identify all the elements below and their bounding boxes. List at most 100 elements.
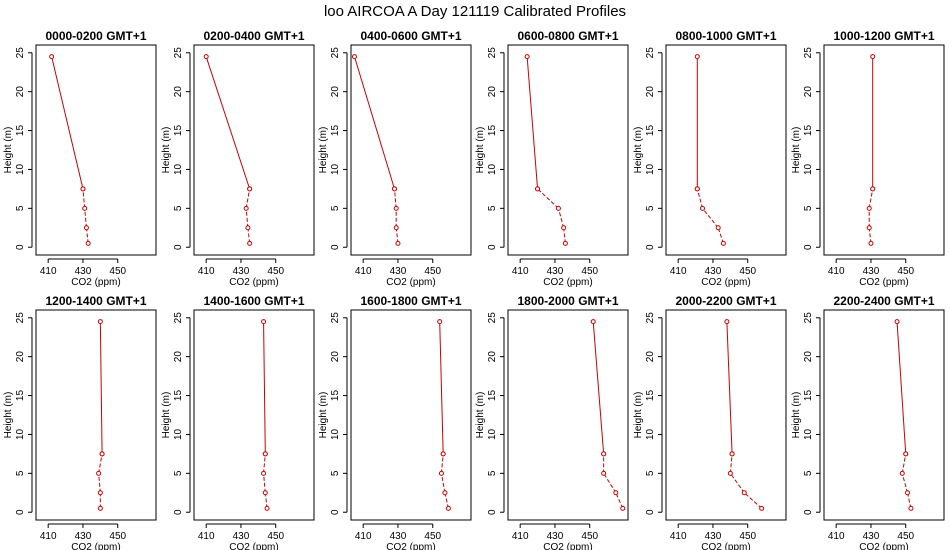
data-point [729, 451, 735, 457]
series-segment [99, 321, 103, 454]
data-point [243, 205, 249, 211]
y-tick-label: 20 [487, 86, 498, 98]
data-point [899, 470, 905, 476]
y-tick-label: 20 [173, 351, 184, 363]
series-segment [729, 473, 745, 494]
y-tick-label: 10 [173, 163, 184, 175]
y-tick-label: 0 [487, 244, 498, 250]
y-tick-label: 0 [487, 509, 498, 515]
plot-frame [350, 309, 472, 521]
data-point [868, 240, 874, 246]
data-point [894, 319, 900, 325]
y-tick-label: 0 [15, 509, 26, 515]
panel-title: 1200-1400 GMT+1 [45, 294, 146, 308]
y-tick-label: 0 [330, 509, 341, 515]
y-tick-label: 15 [330, 125, 341, 137]
x-axis-label: CO2 (ppm) [701, 542, 750, 550]
data-point [442, 490, 448, 496]
series-segment [98, 453, 103, 474]
x-axis-label: CO2 (ppm) [543, 542, 592, 550]
data-point [561, 225, 567, 231]
data-point [870, 54, 876, 60]
x-tick-label: 430 [233, 266, 250, 277]
data-point [438, 470, 444, 476]
data-point [247, 186, 253, 192]
x-tick-label: 410 [355, 531, 372, 542]
data-point [247, 240, 253, 246]
data-point [82, 205, 88, 211]
y-tick-label: 0 [645, 244, 656, 250]
y-tick-label: 0 [803, 244, 814, 250]
y-tick-label: 5 [803, 205, 814, 211]
panel-title: 2000-2200 GMT+1 [675, 294, 776, 308]
x-tick-label: 450 [739, 266, 756, 277]
series-segment [205, 56, 251, 190]
data-point [715, 225, 721, 231]
series-segment [51, 56, 84, 190]
panel-title: 1600-1800 GMT+1 [360, 294, 461, 308]
data-point [694, 186, 700, 192]
y-axis-label: Height (m) [791, 392, 802, 439]
y-tick-label: 25 [173, 47, 184, 59]
series-segment [615, 492, 624, 509]
panel-title: 0400-0600 GMT+1 [360, 29, 461, 43]
y-tick-label: 0 [15, 244, 26, 250]
x-tick-label: 450 [897, 531, 914, 542]
x-tick-label: 410 [670, 266, 687, 277]
series-segment [526, 56, 539, 189]
y-tick-label: 5 [173, 205, 184, 211]
data-point [261, 470, 267, 476]
y-tick-label: 15 [803, 390, 814, 402]
series-segment [702, 208, 719, 229]
y-tick-label: 20 [15, 86, 26, 98]
data-point [727, 470, 733, 476]
x-axis-label: CO2 (ppm) [71, 542, 120, 550]
plot-frame [193, 44, 315, 256]
y-tick-label: 10 [803, 163, 814, 175]
data-point [264, 505, 270, 511]
x-tick-label: 430 [390, 531, 407, 542]
y-axis-label: Height (m) [161, 127, 172, 174]
x-axis-label: CO2 (ppm) [386, 277, 435, 288]
series-segment [563, 227, 566, 244]
y-tick-label: 25 [645, 312, 656, 324]
y-tick-label: 0 [173, 244, 184, 250]
data-point [395, 240, 401, 246]
x-axis-label: CO2 (ppm) [229, 277, 278, 288]
series-segment [440, 453, 444, 474]
y-axis-label: Height (m) [791, 127, 802, 174]
data-point [351, 54, 357, 60]
data-point [49, 54, 55, 60]
data-point [620, 505, 626, 511]
data-point [601, 451, 607, 457]
series-segment [603, 473, 617, 494]
data-point [866, 205, 872, 211]
x-tick-label: 430 [863, 531, 880, 542]
y-tick-label: 25 [803, 312, 814, 324]
data-point [245, 225, 251, 231]
y-tick-label: 5 [487, 205, 498, 211]
y-tick-label: 10 [487, 428, 498, 440]
data-point [261, 319, 267, 325]
data-point [97, 490, 103, 496]
x-tick-label: 410 [512, 266, 529, 277]
y-tick-label: 10 [645, 428, 656, 440]
x-tick-label: 430 [705, 531, 722, 542]
y-tick-label: 20 [330, 86, 341, 98]
data-point [262, 490, 268, 496]
y-tick-label: 0 [173, 509, 184, 515]
data-point [393, 205, 399, 211]
y-tick-label: 25 [15, 47, 26, 59]
x-axis-label: CO2 (ppm) [859, 277, 908, 288]
plot-frame [823, 309, 945, 521]
data-point [96, 470, 102, 476]
y-tick-label: 20 [487, 351, 498, 363]
y-tick-label: 25 [330, 312, 341, 324]
y-tick-label: 20 [803, 351, 814, 363]
data-point [440, 451, 446, 457]
